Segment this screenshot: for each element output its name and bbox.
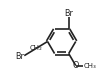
Text: CH₃: CH₃	[83, 63, 96, 69]
Text: Br: Br	[15, 52, 24, 61]
Text: O: O	[72, 61, 79, 70]
Text: Br: Br	[64, 9, 73, 18]
Text: CH₂: CH₂	[30, 45, 43, 51]
